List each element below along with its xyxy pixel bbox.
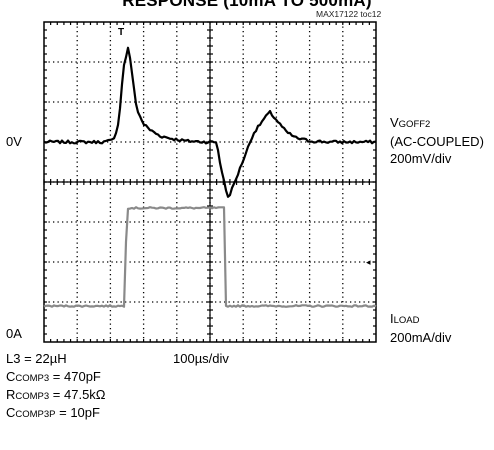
iload-label-main: I — [390, 311, 394, 326]
iload-scale: 200mA/div — [390, 330, 452, 345]
channel-arrow-icon: ◂ — [366, 257, 371, 267]
trace-vgoff2 — [43, 46, 377, 198]
condition-ccomp3: CCOMP3 = 470pF — [6, 369, 101, 384]
vgoff2-coupling: (AC-COUPLED) — [390, 134, 484, 149]
time-per-div: 100µs/div — [173, 351, 229, 366]
vgoff2-scale: 200mV/div — [390, 151, 452, 166]
vgoff2-label-main: V — [390, 115, 399, 130]
iload-channel-label: ILOAD 200mA/div — [390, 310, 451, 346]
traces — [43, 46, 377, 308]
condition-ccomp3p: CCOMP3P = 10pF — [6, 405, 100, 420]
condition-l3: L3 = 22µH — [6, 351, 67, 366]
vgoff2-channel-label: VGOFF2 (AC-COUPLED) 200mV/div — [390, 114, 484, 167]
vgoff2-ground-label: 0V — [6, 134, 22, 149]
iload-ground-label: 0A — [6, 326, 22, 341]
condition-rcomp3: RCOMP3 = 47.5kΩ — [6, 387, 106, 402]
chart-title: RESPONSE (10mA TO 500mA) — [122, 0, 372, 10]
iload-label-sub: LOAD — [393, 315, 420, 326]
toc-reference: MAX17122 toc12 — [316, 9, 382, 19]
trigger-marker: T — [118, 27, 125, 38]
trace-iload — [43, 206, 377, 308]
vgoff2-label-sub: GOFF2 — [398, 119, 431, 130]
grid — [43, 21, 376, 342]
